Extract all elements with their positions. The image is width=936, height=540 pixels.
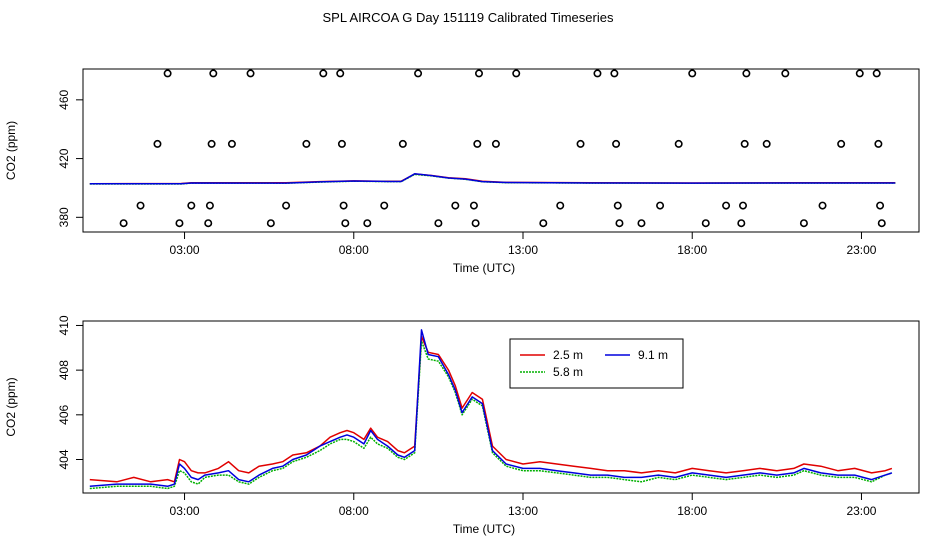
data-point: [612, 139, 621, 148]
x-tick-label: 23:00: [846, 504, 876, 518]
data-point: [742, 69, 751, 78]
x-tick-label: 18:00: [677, 504, 707, 518]
data-point: [163, 69, 172, 78]
y-tick-label: 406: [57, 404, 71, 424]
data-point: [799, 219, 808, 228]
data-point: [762, 139, 771, 148]
data-point: [187, 201, 196, 210]
legend-box: [509, 338, 684, 389]
data-point: [205, 201, 214, 210]
series-line-2-5-m: [89, 335, 893, 483]
data-point: [610, 69, 619, 78]
data-point: [469, 201, 478, 210]
legend-label: 5.8 m: [553, 365, 583, 379]
x-tick-label: 03:00: [170, 504, 200, 518]
x-tick-label: 13:00: [508, 243, 538, 257]
data-point: [674, 139, 683, 148]
data-point: [872, 69, 881, 78]
data-point: [615, 219, 624, 228]
data-point: [738, 201, 747, 210]
data-point: [209, 69, 218, 78]
x-axis-label: Time (UTC): [453, 522, 515, 536]
data-point: [339, 201, 348, 210]
data-point: [266, 219, 275, 228]
data-point: [656, 201, 665, 210]
data-point: [207, 139, 216, 148]
plot-frame: [82, 68, 920, 233]
data-point: [593, 69, 602, 78]
y-tick-label: 380: [57, 207, 71, 227]
y-tick-label: 410: [57, 315, 71, 335]
x-tick-label: 08:00: [339, 504, 369, 518]
data-point: [204, 219, 213, 228]
data-point: [874, 139, 883, 148]
data-point: [722, 201, 731, 210]
data-point: [380, 201, 389, 210]
legend: 2.5 m 5.8 m 9.1 m: [509, 338, 684, 389]
data-point: [398, 139, 407, 148]
data-point: [818, 201, 827, 210]
y-tick-label: 420: [57, 148, 71, 168]
data-point: [877, 219, 886, 228]
data-point: [539, 219, 548, 228]
data-point: [740, 139, 749, 148]
y-tick-label: 460: [57, 90, 71, 110]
legend-label: 9.1 m: [638, 348, 668, 362]
data-point: [282, 201, 291, 210]
data-point: [471, 219, 480, 228]
data-point: [474, 69, 483, 78]
data-point: [781, 69, 790, 78]
panel-2: 03:00 08:00 13:00 18:00 23:00 Time (UTC) 404 40…: [4, 315, 920, 536]
data-point: [556, 201, 565, 210]
y-axis-label: CO2 (ppm): [4, 377, 18, 436]
x-tick-label: 23:00: [846, 243, 876, 257]
data-point: [451, 201, 460, 210]
x-tick-label: 03:00: [170, 243, 200, 257]
series-line-9-1-m: [89, 329, 893, 488]
x-tick-label: 08:00: [339, 243, 369, 257]
data-point: [414, 69, 423, 78]
data-point: [119, 219, 128, 228]
legend-label: 2.5 m: [553, 348, 583, 362]
data-point: [701, 219, 710, 228]
data-point: [737, 219, 746, 228]
data-point: [576, 139, 585, 148]
y-axis-label: CO2 (ppm): [4, 121, 18, 180]
data-point: [637, 219, 646, 228]
data-point: [136, 201, 145, 210]
data-point: [319, 69, 328, 78]
data-point: [688, 69, 697, 78]
data-point: [473, 139, 482, 148]
data-point: [246, 69, 255, 78]
data-point: [153, 139, 162, 148]
data-point: [613, 201, 622, 210]
data-point: [855, 69, 864, 78]
x-axis-label: Time (UTC): [453, 261, 515, 275]
data-point: [341, 219, 350, 228]
data-point: [363, 219, 372, 228]
data-point: [837, 139, 846, 148]
y-tick-label: 404: [57, 449, 71, 469]
data-point: [337, 139, 346, 148]
series-line-9-1-m: [89, 173, 896, 185]
panel-1: SPL AIRCOA G Day 151119 Calibrated Times…: [4, 10, 920, 275]
x-tick-label: 18:00: [677, 243, 707, 257]
data-point: [175, 219, 184, 228]
data-point: [876, 201, 885, 210]
data-point: [336, 69, 345, 78]
data-point: [491, 139, 500, 148]
data-point: [302, 139, 311, 148]
series-line-5-8-m: [89, 340, 893, 490]
data-point: [512, 69, 521, 78]
y-tick-label: 408: [57, 360, 71, 380]
data-point: [434, 219, 443, 228]
chart-title: SPL AIRCOA G Day 151119 Calibrated Times…: [323, 10, 614, 25]
x-tick-label: 13:00: [508, 504, 538, 518]
data-point: [227, 139, 236, 148]
plot-frame: [82, 320, 920, 494]
